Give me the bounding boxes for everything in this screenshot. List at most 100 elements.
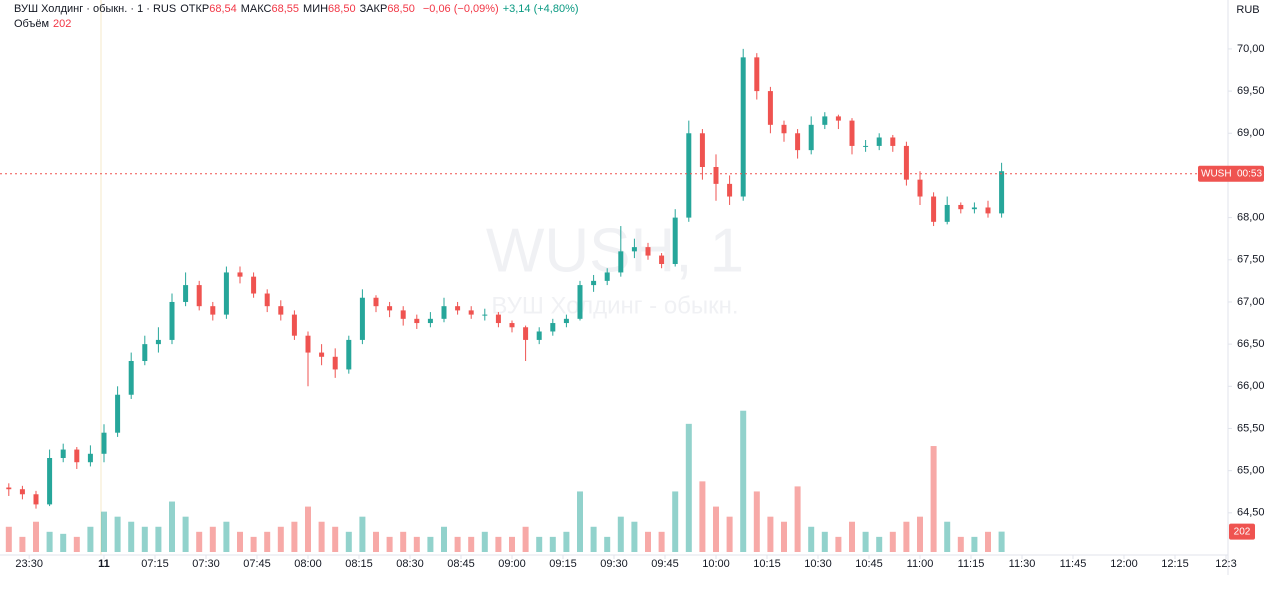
volume-bar bbox=[196, 531, 203, 552]
candle-body bbox=[713, 167, 719, 184]
y-tick-label: 67,50 bbox=[1237, 254, 1265, 266]
candle-body bbox=[33, 494, 39, 505]
ohlc-value: 68,50 bbox=[387, 3, 415, 15]
candle-body bbox=[767, 91, 773, 125]
candle-body bbox=[903, 145, 909, 180]
candle-body bbox=[441, 306, 447, 319]
ohlc-label: ЗАКР bbox=[359, 3, 388, 15]
candle-body bbox=[87, 453, 93, 463]
candle-body bbox=[155, 339, 161, 345]
candle-body bbox=[985, 207, 991, 214]
y-tick-label: 66,00 bbox=[1237, 380, 1265, 392]
candle-body bbox=[795, 133, 801, 151]
candle-body bbox=[835, 116, 841, 121]
y-tick-label: 68,00 bbox=[1237, 212, 1265, 224]
volume-bar bbox=[781, 521, 787, 552]
candle-body bbox=[210, 306, 216, 315]
candle-body bbox=[849, 120, 855, 146]
candle-body bbox=[808, 124, 814, 151]
candle-body bbox=[60, 449, 66, 459]
candle-body bbox=[19, 489, 25, 495]
volume-bar bbox=[971, 536, 978, 552]
candle-body bbox=[604, 272, 610, 281]
volume-bar bbox=[821, 531, 828, 552]
volume-bar bbox=[182, 516, 189, 552]
volume-bar bbox=[658, 531, 665, 552]
volume-bar bbox=[794, 486, 801, 552]
volume-bar bbox=[509, 536, 515, 552]
volume-bar bbox=[672, 491, 679, 552]
volume-bar bbox=[87, 526, 94, 552]
candle-body bbox=[699, 133, 705, 168]
candle-body bbox=[251, 276, 257, 294]
candle-body bbox=[509, 323, 515, 328]
candle-body bbox=[754, 57, 760, 92]
candle-body bbox=[305, 335, 311, 353]
candle-body bbox=[291, 314, 297, 336]
volume-bar bbox=[876, 536, 883, 552]
candle-body bbox=[659, 255, 665, 265]
x-tick-label: 11:30 bbox=[1009, 558, 1036, 570]
x-tick-label: 11:15 bbox=[958, 558, 985, 570]
volume-bar bbox=[46, 531, 53, 552]
candle-body bbox=[999, 171, 1005, 214]
candle-body bbox=[536, 331, 542, 340]
volume-bar bbox=[468, 536, 475, 552]
volume-box bbox=[1229, 523, 1255, 540]
volume-bar bbox=[699, 481, 706, 552]
volume-bar bbox=[413, 536, 420, 552]
candle-body bbox=[863, 145, 869, 147]
volume-bar bbox=[19, 536, 26, 552]
candle-body bbox=[373, 297, 379, 307]
x-tick-label: 11:45 bbox=[1060, 558, 1087, 570]
candle-body bbox=[359, 297, 365, 340]
volume-bar bbox=[73, 536, 80, 552]
volume-bar bbox=[332, 526, 339, 552]
volume-bar bbox=[318, 521, 325, 552]
candle-body bbox=[6, 487, 12, 490]
x-tick-label: 10:00 bbox=[702, 558, 730, 570]
candle-body bbox=[237, 272, 243, 277]
x-tick-label: 09:15 bbox=[549, 558, 577, 570]
volume-bar bbox=[101, 511, 107, 552]
countdown: 00:53 bbox=[1237, 168, 1262, 179]
ohlc-value: 68,50 bbox=[328, 3, 356, 15]
x-tick-label: 09:30 bbox=[600, 558, 628, 570]
volume-bar bbox=[930, 446, 937, 552]
x-tick-label: 09:45 bbox=[651, 558, 679, 570]
candle-body bbox=[196, 285, 202, 307]
y-tick-label: 65,00 bbox=[1237, 465, 1265, 477]
volume-bar bbox=[495, 536, 502, 552]
volume-bar bbox=[563, 531, 570, 552]
ohlc-label: МИН bbox=[303, 3, 329, 15]
candle-body bbox=[319, 352, 325, 357]
y-tick-label: 65,50 bbox=[1237, 422, 1265, 434]
volume-bar bbox=[617, 516, 624, 552]
x-tick-label: 09:00 bbox=[498, 558, 526, 570]
legend: ВУШ Холдинг · обыкн. · 1 · RUS ОТКР68,54 М… bbox=[14, 2, 583, 32]
volume-bar bbox=[549, 536, 556, 552]
volume-bar bbox=[264, 531, 271, 552]
candle-body bbox=[414, 318, 420, 324]
volume-bar bbox=[427, 536, 434, 552]
symbol: ВУШ Холдинг · обыкн. · 1 · RUS bbox=[14, 3, 177, 15]
candle-body bbox=[482, 314, 488, 316]
volume-bar bbox=[645, 531, 651, 552]
volume-bar bbox=[889, 531, 896, 552]
candle-body bbox=[332, 356, 338, 370]
volume-bar bbox=[753, 491, 760, 552]
volume-bar bbox=[33, 521, 39, 552]
volume-bar bbox=[373, 531, 379, 552]
x-tick-label: 08:30 bbox=[396, 558, 424, 570]
x-tick-label: 08:00 bbox=[294, 558, 322, 570]
volume-bar bbox=[522, 526, 529, 552]
volume-bar bbox=[685, 423, 692, 552]
candle-body bbox=[223, 272, 229, 315]
x-tick-label: 11:00 bbox=[907, 558, 934, 570]
volume-bar bbox=[386, 536, 393, 552]
volume-bar bbox=[631, 521, 638, 552]
x-tick-label: 12:15 bbox=[1161, 558, 1189, 570]
watermark: WUSH, 1 bbox=[486, 216, 744, 285]
